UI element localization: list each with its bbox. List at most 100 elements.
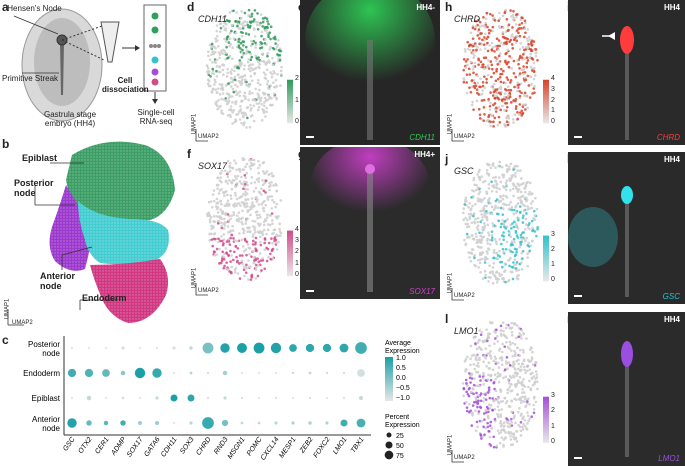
- dotplot-row-label: Anterior: [32, 415, 60, 424]
- dotplot-row-label: Epiblast: [32, 394, 61, 403]
- dot-gsc: [67, 368, 77, 378]
- feature-plot-cells: [195, 8, 293, 142]
- dot-zeb2: [308, 371, 312, 375]
- umap-x-label-b: UMAP2: [12, 320, 33, 326]
- umap-y-label: UMAP1: [447, 113, 454, 135]
- dot-cer1: [104, 346, 108, 350]
- dotplot-row-label: Posterior: [28, 340, 60, 349]
- color-scale-tick: 1: [551, 261, 555, 268]
- color-scale-tick: 3: [295, 237, 299, 244]
- dot-lmo1: [339, 343, 349, 353]
- dot-sox3: [189, 371, 193, 375]
- panel-label-d: d: [187, 0, 195, 14]
- feature-plot-gsc: 3 2 1 0 GSC UMAP2 UMAP1: [446, 152, 556, 304]
- color-scale-tick: 2: [551, 96, 555, 104]
- gene-label-lmo1: LMO1: [454, 326, 479, 336]
- micrograph-g-gene: SOX17: [409, 287, 435, 296]
- scale-bar-i: [574, 136, 582, 138]
- dot-mesp1: [291, 421, 295, 425]
- micrograph-i-image: [568, 0, 685, 145]
- epiblast-label: Epiblast: [22, 153, 58, 163]
- color-scale-tick: 2: [551, 407, 555, 415]
- dot-admp: [120, 420, 126, 426]
- gastrula-label: Gastrula stage embryo (HH4): [35, 110, 105, 128]
- dot-zeb2: [305, 343, 315, 353]
- color-scale-tick: 1: [295, 259, 299, 267]
- feature-plot-chrd: 4 3 2 1 0 CHRD UMAP2 UMAP1: [446, 0, 556, 145]
- dot-sox17: [138, 421, 142, 425]
- scale-bar-e: [306, 136, 314, 138]
- scale-bar-m: [574, 457, 582, 459]
- color-scale-tick: 1: [295, 96, 299, 104]
- dot-cxcl14: [270, 342, 282, 354]
- dot-cxcl14: [274, 421, 278, 425]
- legend-color-tick: 1.0: [396, 355, 406, 362]
- umap-x-label: UMAP2: [454, 293, 475, 299]
- color-scale-tick: 0: [295, 271, 299, 279]
- dotplot-row-label-line2: node: [42, 424, 60, 433]
- micrograph-g-stage: HH4+: [414, 150, 435, 159]
- feature-plot-cells: [451, 321, 549, 463]
- dotplot-gene-label: TBX1: [350, 436, 366, 454]
- dot-rnd3: [221, 419, 229, 427]
- legend-color-tick: 0.5: [396, 365, 406, 372]
- umap-y-label: UMAP1: [191, 113, 198, 135]
- dotplot-gene-label: CDH11: [160, 436, 179, 458]
- dot-otx2: [84, 368, 94, 378]
- legend-size-title2: Expression: [385, 422, 420, 429]
- micrograph-e-gene: CDH11: [409, 133, 435, 142]
- micrograph-e-image: [300, 0, 440, 145]
- umap-y-label: UMAP1: [191, 267, 198, 289]
- dotplot-gene-label: OTX2: [77, 436, 93, 455]
- dot-gata6: [155, 396, 159, 400]
- gene-label-chrd: CHRD: [454, 14, 480, 24]
- dot-foxc2: [325, 371, 329, 375]
- color-scale-tick: 0: [551, 118, 555, 126]
- dot-pomc: [253, 342, 265, 354]
- dot-plot: PosteriornodeEndodermEpiblastAnteriornod…: [23, 336, 420, 462]
- gene-label-cdh11: CDH11: [198, 14, 227, 24]
- color-scale-tick: 2: [295, 74, 299, 82]
- feature-plot-cells: [195, 157, 293, 296]
- scale-bar-g: [306, 290, 314, 292]
- umap-x-label: UMAP2: [198, 288, 219, 294]
- umap-x-label: UMAP2: [454, 455, 475, 461]
- endoderm-label: Endoderm: [82, 293, 127, 303]
- micrograph-k-stage: HH4: [663, 155, 680, 164]
- micrograph-m-image: [568, 312, 685, 466]
- dot-pomc: [257, 421, 261, 425]
- dot-cdh11: [172, 421, 176, 425]
- dotplot-gene-label: SOX3: [179, 436, 196, 455]
- gene-label-sox17: SOX17: [198, 161, 228, 171]
- dot-msgn1: [240, 421, 244, 425]
- legend-size-title: Percent: [385, 414, 409, 421]
- dot-rnd3: [222, 370, 228, 376]
- legend-size-dot: [384, 450, 394, 460]
- micrograph-m: HH4 LMO1: [568, 312, 685, 466]
- color-scale-tick: 2: [295, 248, 299, 256]
- feature-plot-sox17: 4 3 2 1 0 SOX17 UMAP2 UMAP1: [190, 147, 300, 299]
- dot-otx2: [87, 346, 91, 350]
- anterior-line2: node: [40, 281, 62, 291]
- dot-cdh11: [172, 371, 176, 375]
- color-scale-tick: 3: [551, 85, 555, 93]
- color-scale-bar: [543, 396, 549, 443]
- color-scale-bar: [543, 235, 549, 282]
- umap-cluster-plot: [7, 141, 175, 326]
- posterior-line2: node: [14, 188, 36, 198]
- umap-y-label: UMAP1: [447, 272, 454, 294]
- dot-tbx1: [357, 369, 365, 377]
- dot-pomc: [257, 371, 261, 375]
- single-cell-line2: RNA-seq: [139, 117, 173, 126]
- dot-admp: [121, 396, 125, 400]
- dot-msgn1: [240, 371, 244, 375]
- micrograph-i: HH4 CHRD: [568, 0, 685, 145]
- dot-gata6: [155, 421, 159, 425]
- color-scale-tick: 1: [551, 422, 555, 430]
- dot-gata6: [152, 368, 162, 378]
- legend-color-tick: 0.0: [396, 375, 406, 382]
- color-scale-tick: 3: [551, 230, 555, 238]
- feature-plot-cdh11: 2 1 0 CDH11 UMAP2 UMAP1: [190, 0, 300, 145]
- dot-mesp1: [291, 371, 295, 375]
- color-scale-tick: 0: [295, 118, 299, 126]
